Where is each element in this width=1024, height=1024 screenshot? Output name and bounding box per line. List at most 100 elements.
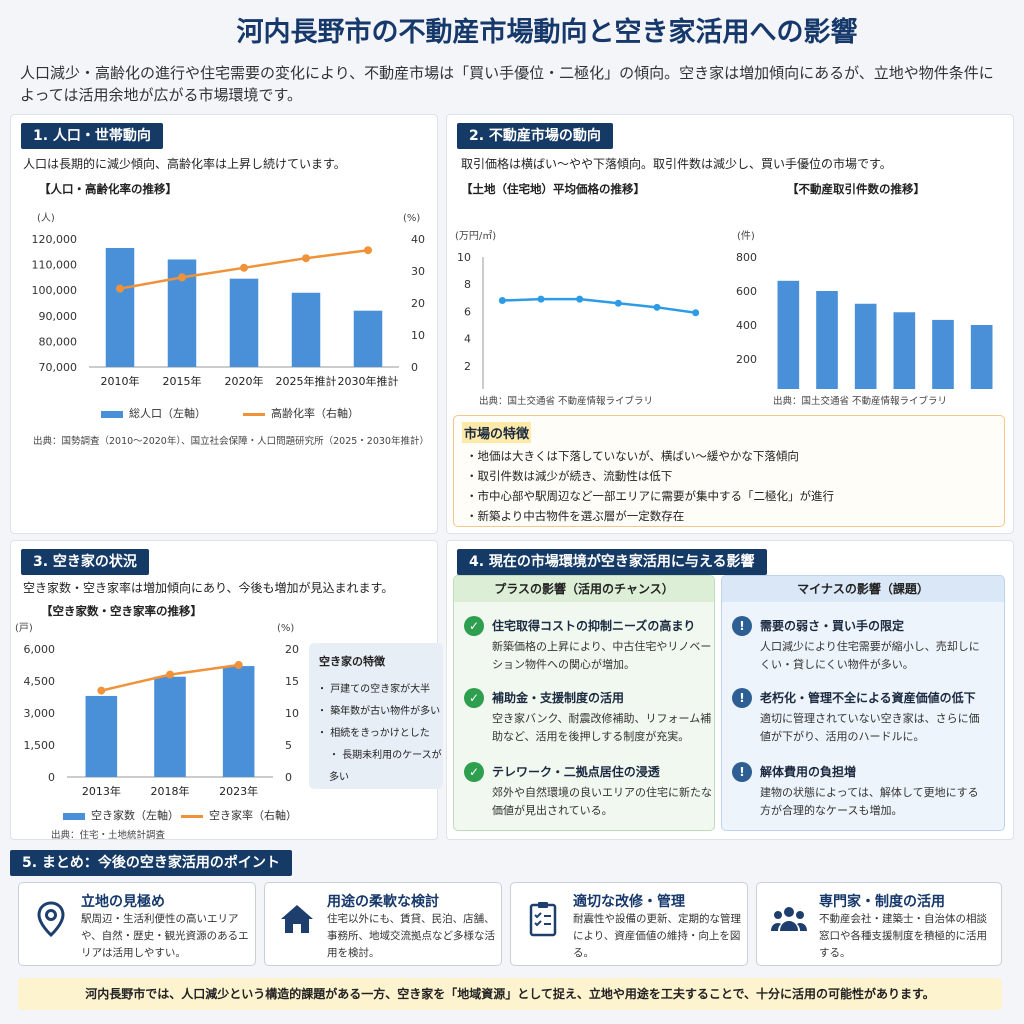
x-tick-label: 2010年 <box>101 374 140 388</box>
bar <box>816 291 838 389</box>
y-tick-label: 2 <box>464 360 471 373</box>
lead-text: 人口減少・高齢化の進行や住宅需要の変化により、不動産市場は「買い手優位・二極化」… <box>20 64 994 104</box>
y-tick-label: 4 <box>464 333 471 346</box>
impact-item-title: テレワーク・二拠点居住の浸透 <box>492 765 660 779</box>
summary-footer: 河内長野市では、人口減少という構造的課題がある一方、空き家を「地域資源」として捉… <box>18 978 1002 1010</box>
y-axis-unit: (万円/㎡) <box>455 230 496 242</box>
warning-triangle-icon: ! <box>732 688 752 708</box>
vacancy-features-title: 空き家の特徴 <box>319 655 385 668</box>
right-tick-label: 5 <box>285 739 292 752</box>
left-tick-label: 6,000 <box>24 643 56 656</box>
bar <box>154 676 186 777</box>
impact-minus-title: マイナスの影響（課題） <box>722 576 1004 602</box>
y-tick-label: 10 <box>457 251 471 264</box>
left-tick-label: 0 <box>48 771 55 784</box>
warning-triangle-icon: ! <box>732 616 752 636</box>
population-chart-title: 【人口・高齢化率の推移】 <box>39 182 177 196</box>
check-circle-icon: ✓ <box>464 762 484 782</box>
y-axis-unit: (件) <box>737 230 755 242</box>
vacancy-desc: 空き家数・空き家率は増加傾向にあり、今後も増加が見込まれます。 <box>23 581 394 595</box>
left-tick-label: 110,000 <box>32 259 78 272</box>
left-tick-label: 3,000 <box>24 707 56 720</box>
line-point <box>498 297 506 305</box>
summary-point-experts: 専門家・制度の活用 不動産会社・建築士・自治体の相談窓口や各種支援制度を積極的に… <box>756 882 1002 966</box>
price-chart-title: 【土地（住宅地）平均価格の推移】 <box>461 182 645 196</box>
check-circle-icon: ✓ <box>464 688 484 708</box>
vacancy-chart-title: 【空き家数・空き家率の推移】 <box>41 604 202 618</box>
section-heading-vacancy: 3. 空き家の状況 <box>21 549 149 575</box>
population-legend-bar: 総人口（左軸） <box>101 405 206 421</box>
x-tick-label: 2020年 <box>225 374 264 388</box>
impact-item-title: 老朽化・管理不全による資産価値の低下 <box>760 691 976 705</box>
impact-item-title: 住宅取得コストの抑制ニーズの高まり <box>492 619 696 633</box>
y-tick-label: 400 <box>736 319 757 332</box>
right-axis-unit: (%) <box>277 623 294 634</box>
left-tick-label: 120,000 <box>32 233 78 246</box>
vacancy-feature-item: 相続をきっかけとした <box>317 723 443 745</box>
house-icon <box>281 905 313 933</box>
left-tick-label: 4,500 <box>24 675 56 688</box>
right-tick-label: 40 <box>411 233 425 246</box>
impact-plus-title: プラスの影響（活用のチャンス） <box>454 576 714 602</box>
vacancy-feature-item: 戸建ての空き家が大半 <box>317 679 443 701</box>
population-desc: 人口は長期的に減少傾向、高齢化率は上昇し続けています。 <box>23 157 346 171</box>
bar <box>777 280 800 389</box>
market-feature-item: 地価は大きくは下落していないが、横ばい〜緩やかな下落傾向 <box>466 446 834 466</box>
vacancy-legend-bar: 空き家数（左軸） <box>63 807 179 823</box>
vacancy-features-box: 空き家の特徴 戸建ての空き家が大半 築年数が古い物件が多い 相続をきっかけとした… <box>309 643 443 789</box>
series-line <box>502 297 696 314</box>
warning-triangle-icon: ! <box>732 762 752 782</box>
population-source: 出典：国勢調査（2010〜2020年）、国立社会保障・人口問題研究所（2025・… <box>33 436 429 447</box>
transaction-count-chart: (件)02004006008002018年2019年2020年2021年2022… <box>736 230 993 389</box>
impact-item-body: 建物の状態によっては、解体して更地にする方が合理的なケースも増加。 <box>760 786 979 817</box>
right-tick-label: 10 <box>285 707 299 720</box>
price-source: 出典：国土交通省 不動産情報ライブラリ <box>479 396 654 407</box>
bar <box>932 319 954 389</box>
x-tick-label: 2015年 <box>163 374 202 388</box>
impact-item-body: 人口減少により住宅需要が縮小し、売却しにくい・貸しにくい物件が多い。 <box>760 640 980 671</box>
bar <box>105 247 135 367</box>
right-tick-label: 30 <box>411 265 425 278</box>
impact-item-body: 新築価格の上昇により、中古住宅やリノベーション物件への関心が増加。 <box>492 640 712 671</box>
line-point <box>234 661 243 669</box>
bar <box>229 278 259 367</box>
bar <box>353 310 383 367</box>
market-desc: 取引価格は横ばい〜やや下落傾向。取引件数は減少し、買い手優位の市場です。 <box>461 157 892 171</box>
panel-impact: 4. 現在の市場環境が空き家活用に与える影響 プラスの影響（活用のチャンス） ✓… <box>446 540 1014 840</box>
y-tick-label: 6 <box>464 305 471 318</box>
summary-point-body: 不動産会社・建築士・自治体の相談窓口や各種支援制度を積極的に活用する。 <box>819 913 987 959</box>
count-source: 出典：国土交通省 不動産情報ライブラリ <box>773 396 948 407</box>
right-tick-label: 20 <box>285 643 299 656</box>
panel-summary: 5. まとめ：今後の空き家活用のポイント <box>10 846 1014 1018</box>
line-point <box>653 303 661 311</box>
right-tick-label: 20 <box>411 297 425 310</box>
left-axis-unit: (人) <box>37 212 55 224</box>
section-heading-market: 2. 不動産市場の動向 <box>457 123 613 149</box>
summary-point-title: 用途の柔軟な検討 <box>327 894 439 910</box>
population-legend-line: 高齢化率（右軸） <box>243 405 359 421</box>
impact-item-body: 適切に管理されていない空き家は、さらに価値が下がり、活用のハードルに。 <box>760 712 980 743</box>
left-tick-label: 1,500 <box>24 739 56 752</box>
left-axis-unit: (戸) <box>15 622 33 634</box>
impact-item-title: 解体費用の負担増 <box>760 765 857 779</box>
impact-item-title: 補助金・支援制度の活用 <box>492 691 625 705</box>
vacancy-feature-item: 築年数が古い物件が多い <box>317 701 443 723</box>
impact-item-title: 需要の弱さ・買い手の限定 <box>760 619 905 633</box>
line-point <box>97 686 106 695</box>
right-tick-label: 0 <box>285 771 292 784</box>
bar <box>85 695 118 777</box>
line-point <box>178 273 186 282</box>
market-features-box: 市場の特徴 地価は大きくは下落していないが、横ばい〜緩やかな下落傾向 取引件数は… <box>453 415 1005 527</box>
count-chart-title: 【不動産取引件数の推移】 <box>787 182 925 196</box>
line-point <box>576 295 584 303</box>
impact-item-body: 空き家バンク、耐震改修補助、リフォーム補助など、活用を後押しする制度が充実。 <box>492 712 712 743</box>
market-features-title: 市場の特徴 <box>462 422 532 443</box>
vacancy-chart: (戸) (%) 0 1,500 3,000 4,500 6,000 0 5 10 15 20 2013年… <box>15 622 299 798</box>
bar <box>970 325 993 389</box>
bar <box>854 303 877 389</box>
summary-point-title: 立地の見極め <box>81 894 165 910</box>
line-point <box>116 284 124 293</box>
summary-point-maintenance: 適切な改修・管理 耐震性や設備の更新、定期的な管理により、資産価値の維持・向上を… <box>510 882 748 966</box>
vacancy-feature-item: 長期未利用のケースが多い <box>317 745 443 789</box>
right-axis-unit: (%) <box>403 213 420 224</box>
